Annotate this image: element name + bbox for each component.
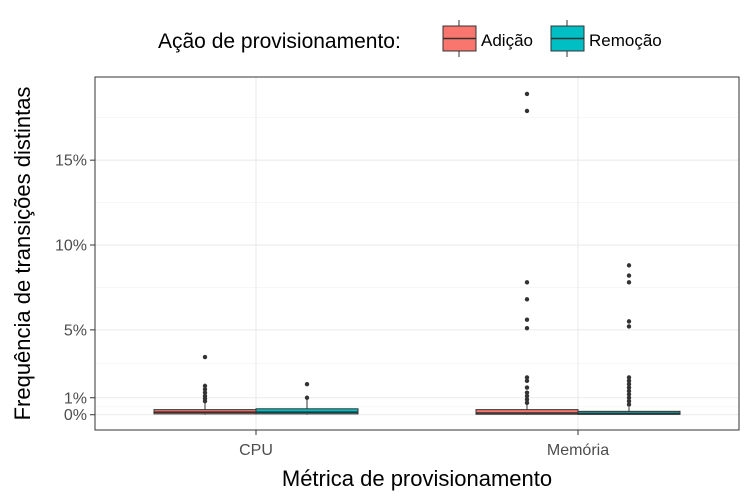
legend-key-remocao (550, 20, 585, 57)
outlier-point (524, 378, 530, 383)
boxplots (153, 91, 681, 415)
outlier-point (524, 397, 530, 402)
outlier-point (626, 388, 632, 394)
y-tick-label: 10% (55, 238, 87, 255)
grid (95, 77, 739, 430)
outlier-point (202, 387, 208, 392)
outlier-point (202, 383, 208, 389)
outlier-point (202, 354, 208, 360)
box (255, 408, 359, 415)
x-axis-title: Métrica de provisionamento (282, 466, 552, 491)
legend-label-remocao: Remoção (589, 31, 662, 50)
outlier-point (304, 381, 310, 387)
y-tick-label: 15% (55, 153, 87, 170)
outlier-point (304, 395, 310, 400)
outlier-point (524, 393, 530, 399)
boxplot-Remoção-CPU (255, 381, 359, 415)
y-axis: 0%1% 5% 10% 15% (55, 153, 95, 424)
outlier-point (626, 398, 632, 404)
outlier-point (524, 280, 530, 285)
outlier-point (524, 390, 530, 395)
outlier-point (524, 297, 530, 302)
outlier-point (524, 91, 530, 97)
outlier-point (524, 108, 530, 114)
x-tick-label: Memória (547, 442, 609, 459)
boxplot-Adição-CPU (153, 354, 257, 415)
legend-title: Ação de provisionamento: (158, 30, 401, 53)
x-axis: CPU Memória (239, 430, 609, 459)
outlier-point (626, 378, 632, 383)
outlier-point (524, 400, 530, 406)
outlier-point (626, 263, 632, 268)
outlier-point (626, 402, 632, 407)
panel-background (95, 77, 739, 430)
outlier-point (524, 375, 530, 380)
outlier-point (626, 273, 632, 278)
outlier-point (626, 324, 632, 329)
outlier-point (626, 392, 632, 397)
outlier-point (524, 385, 530, 390)
legend-key-adicao (442, 20, 477, 57)
x-tick-label: CPU (239, 442, 273, 459)
outlier-point (202, 390, 208, 395)
outlier-point (626, 375, 632, 380)
y-tick-label: 5% (64, 322, 87, 339)
outlier-point (202, 393, 208, 399)
y-tick-label: 0% (64, 407, 87, 424)
legend-label-adicao: Adição (481, 31, 533, 50)
outlier-point (626, 381, 632, 387)
outlier-point (626, 280, 632, 285)
legend: Ação de provisionamento: Adição Remoção (158, 20, 662, 57)
outlier-point (626, 395, 632, 400)
outlier-point (524, 325, 530, 331)
outlier-point (626, 385, 632, 390)
outlier-point (626, 319, 632, 324)
panel-border (94, 76, 740, 431)
outlier-point (524, 317, 530, 322)
boxplot-Remoção-Memória (577, 263, 681, 415)
y-tick-label: 1% (64, 390, 87, 407)
y-axis-title: Frequência de transições distintas (10, 87, 35, 421)
boxplot-Adição-Memória (475, 91, 579, 415)
